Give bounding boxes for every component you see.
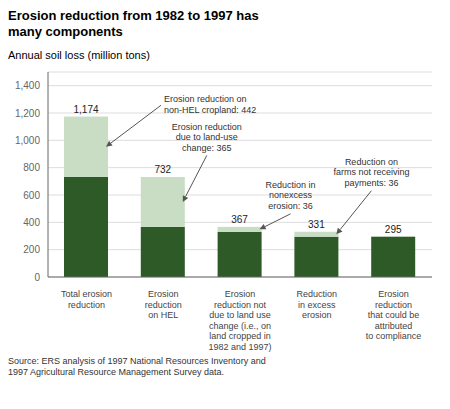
svg-text:331: 331 bbox=[308, 219, 325, 230]
svg-text:200: 200 bbox=[23, 244, 40, 255]
html-text:Erosion reduction from 1982 to: Erosion reduction from 1982 to 1997 has … bbox=[8, 8, 259, 39]
svg-text:0: 0 bbox=[34, 272, 40, 283]
svg-text:Reduction innonexcesserosion:: Reduction innonexcesserosion: 36 bbox=[266, 180, 316, 211]
svg-text:Erosion reduction onnon-HEL cr: Erosion reduction onnon-HEL cropland: 44… bbox=[164, 94, 256, 115]
svg-text:Erosionreductionon HEL: Erosionreductionon HEL bbox=[145, 289, 182, 320]
svg-text:Erosionreductionthat could bea: Erosionreductionthat could beattributedt… bbox=[366, 289, 422, 341]
svg-text:367: 367 bbox=[231, 214, 248, 225]
svg-text:1,200: 1,200 bbox=[15, 108, 40, 119]
svg-text:732: 732 bbox=[154, 164, 171, 175]
svg-text:Reductionin excesserosion: Reductionin excesserosion bbox=[297, 289, 338, 320]
svg-text:Reduction onfarms not receivin: Reduction onfarms not receivingpayments:… bbox=[333, 157, 409, 188]
svg-text:400: 400 bbox=[23, 217, 40, 228]
svg-text:800: 800 bbox=[23, 162, 40, 173]
svg-text:Total erosionreduction: Total erosionreduction bbox=[61, 289, 112, 310]
svg-text:600: 600 bbox=[23, 190, 40, 201]
html-text:Source: ERS analysis of 1997 N: Source: ERS analysis of 1997 National Re… bbox=[8, 356, 266, 377]
svg-text:1,174: 1,174 bbox=[73, 104, 98, 115]
svg-text:1,000: 1,000 bbox=[15, 135, 40, 146]
svg-text:1,400: 1,400 bbox=[15, 80, 40, 91]
svg-text:Erosionreduction notdue to lan: Erosionreduction notdue to land usechang… bbox=[208, 289, 271, 352]
html-text:Annual soil loss (million tons: Annual soil loss (million tons) bbox=[8, 49, 150, 61]
svg-text:Erosion reductiondue to land-u: Erosion reductiondue to land-usechange: … bbox=[172, 122, 242, 153]
svg-text:295: 295 bbox=[385, 224, 402, 235]
